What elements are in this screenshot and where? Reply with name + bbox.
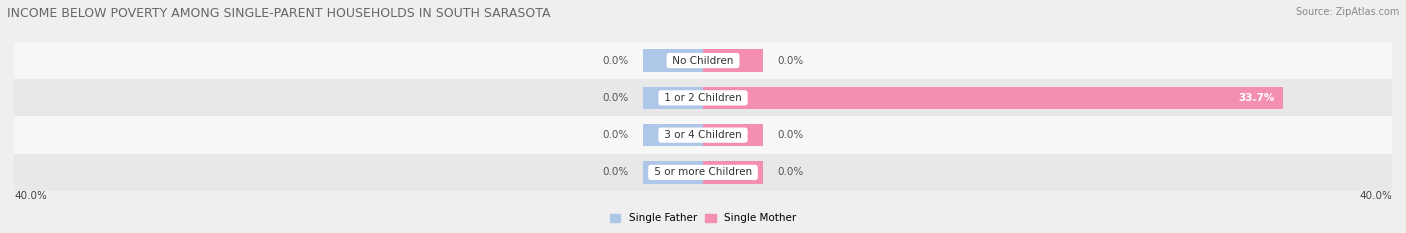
Bar xyxy=(703,87,1284,109)
Bar xyxy=(703,49,763,72)
Text: 5 or more Children: 5 or more Children xyxy=(651,168,755,177)
Text: 1 or 2 Children: 1 or 2 Children xyxy=(661,93,745,103)
Legend: Single Father, Single Mother: Single Father, Single Mother xyxy=(606,209,800,228)
Bar xyxy=(14,79,1392,116)
Bar xyxy=(643,161,703,184)
Bar xyxy=(643,124,703,146)
Bar xyxy=(14,154,1392,191)
Text: 0.0%: 0.0% xyxy=(778,56,803,65)
Text: No Children: No Children xyxy=(669,56,737,65)
Text: 0.0%: 0.0% xyxy=(603,168,628,177)
Text: 40.0%: 40.0% xyxy=(14,191,46,201)
Bar xyxy=(703,161,763,184)
Text: Source: ZipAtlas.com: Source: ZipAtlas.com xyxy=(1295,7,1399,17)
Bar xyxy=(643,49,703,72)
Bar xyxy=(703,124,763,146)
Text: 40.0%: 40.0% xyxy=(1360,191,1392,201)
Text: 0.0%: 0.0% xyxy=(778,168,803,177)
Text: 0.0%: 0.0% xyxy=(603,56,628,65)
Text: 33.7%: 33.7% xyxy=(1239,93,1275,103)
Bar xyxy=(14,42,1392,79)
Text: 0.0%: 0.0% xyxy=(778,130,803,140)
Text: 3 or 4 Children: 3 or 4 Children xyxy=(661,130,745,140)
Text: 0.0%: 0.0% xyxy=(603,93,628,103)
Bar xyxy=(643,87,703,109)
Bar xyxy=(14,116,1392,154)
Text: 0.0%: 0.0% xyxy=(603,130,628,140)
Text: INCOME BELOW POVERTY AMONG SINGLE-PARENT HOUSEHOLDS IN SOUTH SARASOTA: INCOME BELOW POVERTY AMONG SINGLE-PARENT… xyxy=(7,7,551,20)
